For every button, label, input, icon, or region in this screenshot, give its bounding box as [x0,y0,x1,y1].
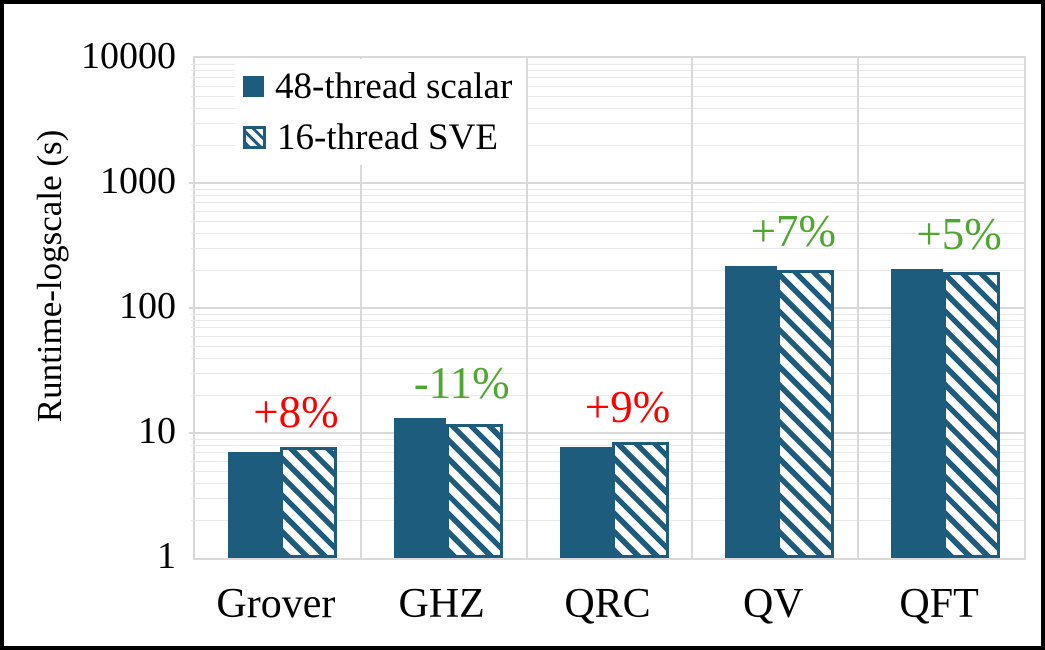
y-axis-tick-label: 10000 [81,35,176,77]
legend: 48-thread scalar 16-thread SVE [235,59,527,165]
bar-qrc-scalar [559,446,612,558]
major-gridline [189,432,1024,434]
x-axis-label-qrc: QRC [564,581,651,627]
percent-annotation-grover: +8% [253,387,339,438]
minor-gridline [191,210,1024,212]
bar-qv-sve [777,270,835,558]
minor-gridline [191,373,1024,375]
legend-item-sve: 16-thread SVE [243,112,512,163]
minor-gridline [191,70,1024,72]
bar-qft-sve [943,271,1001,558]
x-axis-label-qv: QV [742,581,804,627]
minor-gridline [191,248,1024,250]
bar-qft-scalar [891,269,944,558]
category-separator-gridline [525,58,528,558]
category-separator-gridline [359,58,362,558]
minor-gridline [191,270,1024,272]
bar-grover-scalar [227,451,280,558]
minor-gridline [191,123,1024,125]
bar-qrc-sve [611,441,669,558]
percent-annotation-ghz: -11% [413,357,510,408]
legend-solid-swatch-icon [243,76,264,97]
percent-annotation-qft: +5% [916,209,1002,260]
category-separator-gridline [691,58,694,558]
x-axis-label-ghz: GHZ [398,581,485,627]
minor-gridline [191,445,1024,447]
legend-item-label: 16-thread SVE [277,117,498,158]
y-axis-tick-label: 100 [119,285,176,327]
minor-gridline [191,63,1024,65]
minor-gridline [191,188,1024,190]
minor-gridline [191,202,1024,204]
legend-item-scalar: 48-thread scalar [243,61,512,112]
category-separator-gridline [857,58,860,558]
bar-ghz-sve [445,424,503,558]
major-gridline [189,182,1024,184]
minor-gridline [191,345,1024,347]
x-axis-label-qft: QFT [899,581,979,627]
minor-gridline [191,77,1024,79]
legend-item-label: 48-thread scalar [275,66,513,107]
y-axis-tick-label: 10 [138,410,176,452]
minor-gridline [191,395,1024,397]
minor-gridline [191,438,1024,440]
y-axis-tick-label: 1000 [100,160,176,202]
minor-gridline [191,195,1024,197]
minor-gridline [191,335,1024,337]
minor-gridline [191,327,1024,329]
minor-gridline [191,107,1024,109]
minor-gridline [191,95,1024,97]
minor-gridline [191,145,1024,147]
minor-gridline [191,313,1024,315]
minor-gridline [191,220,1024,222]
bar-ghz-scalar [393,417,446,558]
minor-gridline [191,320,1024,322]
bar-grover-sve [279,447,337,558]
y-axis-tick-label: 1 [157,535,176,577]
x-axis-label-grover: Grover [216,581,336,627]
major-gridline [189,307,1024,309]
minor-gridline [191,85,1024,87]
bar-qv-scalar [725,266,778,558]
minor-gridline [191,357,1024,359]
minor-gridline [191,232,1024,234]
percent-annotation-qv: +7% [750,206,836,257]
legend-hatch-swatch-icon [243,126,266,149]
percent-annotation-qrc: +9% [584,381,671,432]
